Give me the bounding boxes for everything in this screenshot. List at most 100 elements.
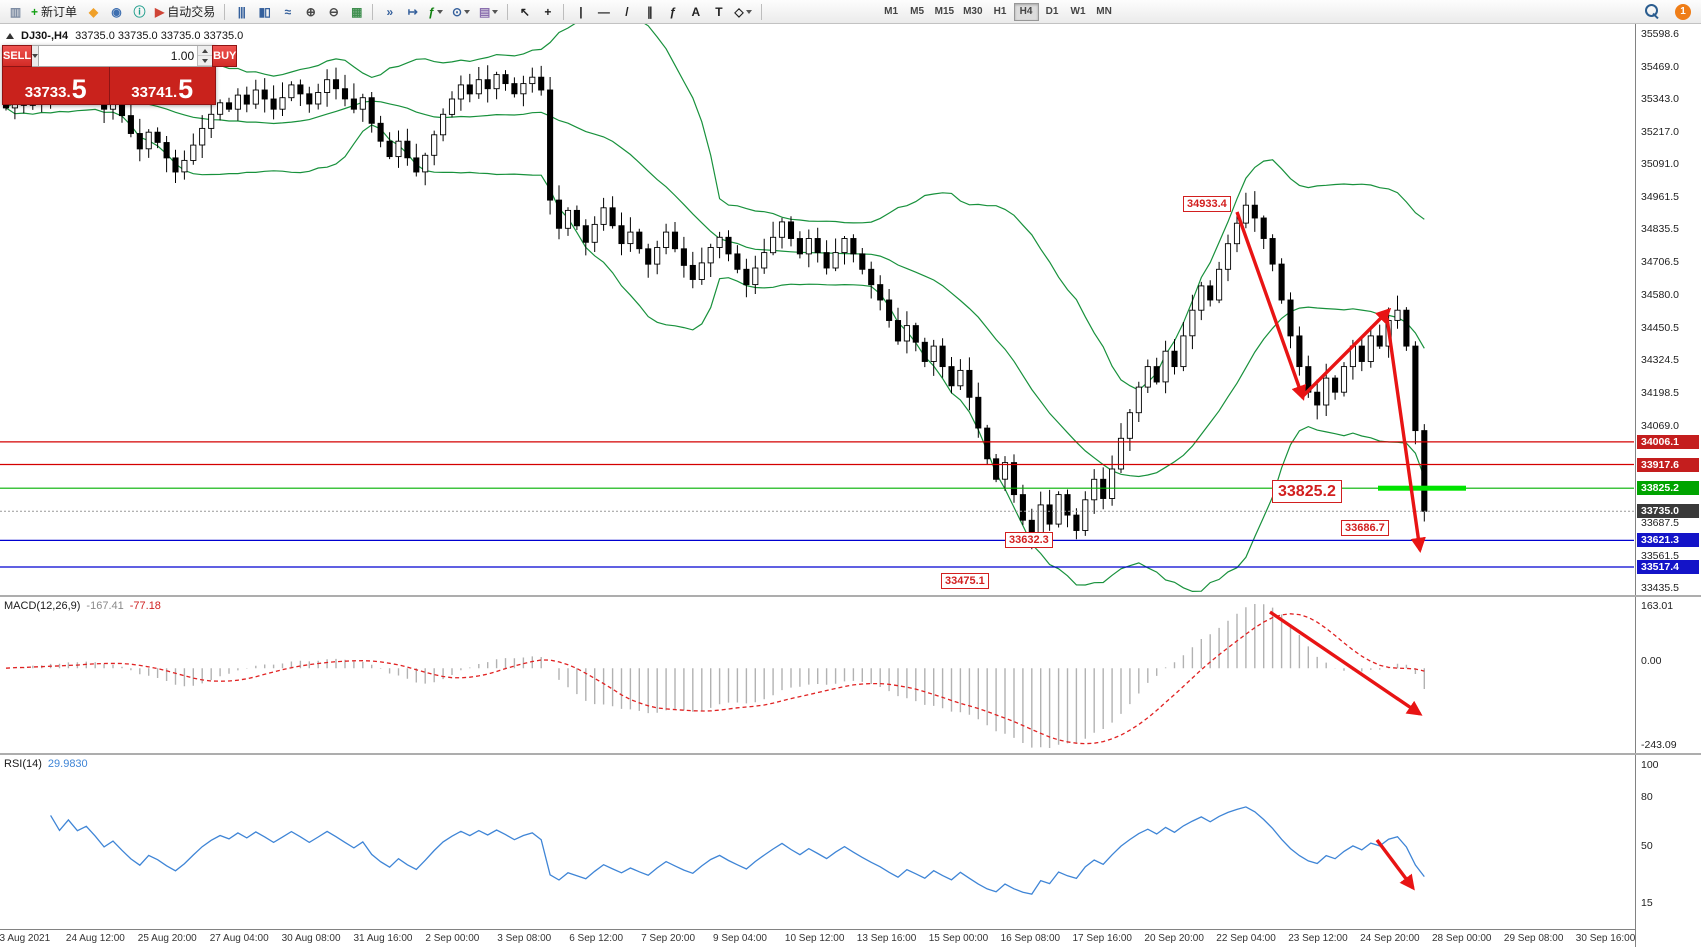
time-axis-label: 13 Sep 16:00 <box>856 933 917 944</box>
horizontal-line-icon-glyph: — <box>597 4 610 19</box>
timeframe-d1-button[interactable]: D1 <box>1045 6 1059 17</box>
crosshair-icon[interactable]: + <box>536 2 558 22</box>
price-tag: 33917.6 <box>1637 457 1699 472</box>
line-chart-icon-glyph: ≈ <box>284 4 291 19</box>
rsi-panel-resize-separator[interactable] <box>0 753 1701 755</box>
macd-panel-resize-separator[interactable] <box>0 595 1701 597</box>
macd-scale-tick: -243.09 <box>1641 739 1677 751</box>
label-icon[interactable]: T <box>707 2 729 22</box>
price-label-annotation[interactable]: 33686.7 <box>1341 520 1389 536</box>
chart-shift-icon[interactable]: ↦ <box>401 2 423 22</box>
cursor-icon[interactable]: ↖ <box>513 2 535 22</box>
publisher-icon[interactable]: ◆ <box>82 2 104 22</box>
timeframe-w1-button[interactable]: W1 <box>1070 6 1086 17</box>
price-label-annotation[interactable]: 33475.1 <box>941 573 989 589</box>
indicators-icon[interactable]: ƒ <box>424 2 447 22</box>
timeframe-m1-button[interactable]: M1 <box>884 6 899 17</box>
macd-label: MACD(12,26,9) -167.41 -77.18 <box>4 600 161 612</box>
new-order-button[interactable]: + 新订单 <box>27 2 81 22</box>
price-axis-tick: 34835.5 <box>1641 223 1679 236</box>
macd-main-value: -167.41 <box>86 600 124 612</box>
auto-scroll-icon[interactable]: » <box>378 2 400 22</box>
time-axis-label: 3 Sep 08:00 <box>497 933 552 944</box>
time-axis[interactable]: 23 Aug 2021 24 Aug 12:00 25 Aug 20:00 27 Au… <box>0 929 1635 947</box>
time-axis-label: 10 Sep 12:00 <box>784 933 845 944</box>
time-axis-label: 30 Sep 16:00 <box>1575 933 1635 944</box>
macd-scale-tick: 0.00 <box>1641 655 1662 667</box>
vertical-line-icon[interactable]: | <box>569 2 591 22</box>
price-axis-tick: 34198.5 <box>1641 386 1679 399</box>
price-axis-tick: 34580.0 <box>1641 288 1679 301</box>
shapes-icon[interactable]: ◇ <box>730 2 755 22</box>
horizontal-line-icon[interactable]: — <box>592 2 614 22</box>
auto-trading-button[interactable]: ▶ 自动交易 <box>151 2 219 22</box>
timeframe-h1-button[interactable]: H1 <box>993 6 1007 17</box>
timeframe-h4-button[interactable]: H4 <box>1013 2 1039 21</box>
sell-button[interactable]: SELL <box>2 45 33 67</box>
zoom-out-icon-glyph: ⊖ <box>328 4 339 19</box>
text-icon[interactable]: A <box>684 2 706 22</box>
vertical-line-icon-glyph: | <box>579 4 583 19</box>
timeframe-m15-button[interactable]: M15 <box>934 6 955 17</box>
timeframe-m30-button[interactable]: M30 <box>963 6 983 17</box>
rsi-scale-tick: 50 <box>1641 840 1653 852</box>
volume-increase-button[interactable] <box>198 46 213 56</box>
time-axis-label: 22 Sep 04:00 <box>1216 933 1276 944</box>
price-axis[interactable]: 35598.6 35469.0 35343.0 35217.0 35091.0 34961… <box>1635 24 1701 947</box>
price-label-annotation[interactable]: 34933.4 <box>1183 196 1231 212</box>
trade-panel-controls: SELL BUY <box>2 45 238 67</box>
zoom-in-icon[interactable]: ⊕ <box>299 2 321 22</box>
symbol-title: DJ30-,H4 <box>21 30 69 42</box>
zoom-out-icon[interactable]: ⊖ <box>322 2 344 22</box>
new-order-button-glyph: + <box>31 4 38 19</box>
price-axis-tick: 33561.5 <box>1641 549 1679 562</box>
fibonacci-icon-glyph: ƒ <box>669 4 677 19</box>
timeframe-mn-button[interactable]: MN <box>1096 6 1112 17</box>
periods-icon[interactable]: ⊙ <box>448 2 474 22</box>
sell-price[interactable]: 33733. 5 <box>2 67 109 105</box>
trade-settings-dropdown[interactable] <box>32 45 40 67</box>
market-watch-icon[interactable]: ◉ <box>105 2 127 22</box>
price-axis-tick: 33687.5 <box>1641 517 1679 530</box>
candle-chart-icon[interactable]: ▮▯ <box>253 2 275 22</box>
chevron-down-icon <box>745 9 752 14</box>
tile-windows-icon[interactable]: ▦ <box>345 2 367 22</box>
time-axis-label: 30 Aug 08:00 <box>281 933 341 944</box>
channel-icon[interactable]: ∥ <box>638 2 660 22</box>
chevron-down-icon <box>32 54 39 58</box>
search-icon[interactable] <box>1645 4 1660 19</box>
trendline-icon-glyph: / <box>625 4 629 19</box>
time-axis-label: 6 Sep 12:00 <box>569 933 624 944</box>
line-chart-icon[interactable]: ≈ <box>276 2 298 22</box>
buy-button[interactable]: BUY <box>212 45 238 67</box>
time-axis-label: 15 Sep 00:00 <box>928 933 989 944</box>
volume-decrease-button[interactable] <box>198 56 213 66</box>
macd-name: MACD(12,26,9) <box>4 600 81 612</box>
notification-badge[interactable]: 1 <box>1675 3 1691 20</box>
templates-icon[interactable]: ▤ <box>475 2 502 22</box>
data-window-icon[interactable]: ⓘ <box>128 2 150 22</box>
buy-price[interactable]: 33741. 5 <box>108 67 216 105</box>
shapes-icon-glyph: ◇ <box>734 4 743 19</box>
candle-chart-icon-glyph: ▮▯ <box>258 4 271 19</box>
charts-icon[interactable]: ▥ <box>4 2 26 22</box>
highlight-segment <box>1378 485 1466 491</box>
volume-input[interactable] <box>39 46 198 66</box>
auto-trading-button-label: 自动交易 <box>167 5 216 19</box>
chevron-down-icon <box>202 58 209 63</box>
sell-price-big-digit: 5 <box>71 74 87 105</box>
price-level-lines[interactable] <box>0 441 1634 568</box>
trend-arrows[interactable] <box>1235 211 1426 891</box>
volume-stepper <box>197 46 213 66</box>
red-trend-arrow <box>1269 610 1423 716</box>
price-label-annotation[interactable]: 33632.3 <box>1005 532 1053 548</box>
bar-chart-icon[interactable]: ||| <box>230 2 252 22</box>
fibonacci-icon[interactable]: ƒ <box>661 2 683 22</box>
chevron-down-icon <box>436 9 443 14</box>
time-axis-label: 9 Sep 04:00 <box>713 933 767 944</box>
price-label-annotation[interactable]: 33825.2 <box>1272 480 1342 503</box>
timeframe-m5-button[interactable]: M5 <box>910 6 925 17</box>
toolbar-separator <box>372 3 374 20</box>
trendline-icon[interactable]: / <box>615 2 637 22</box>
